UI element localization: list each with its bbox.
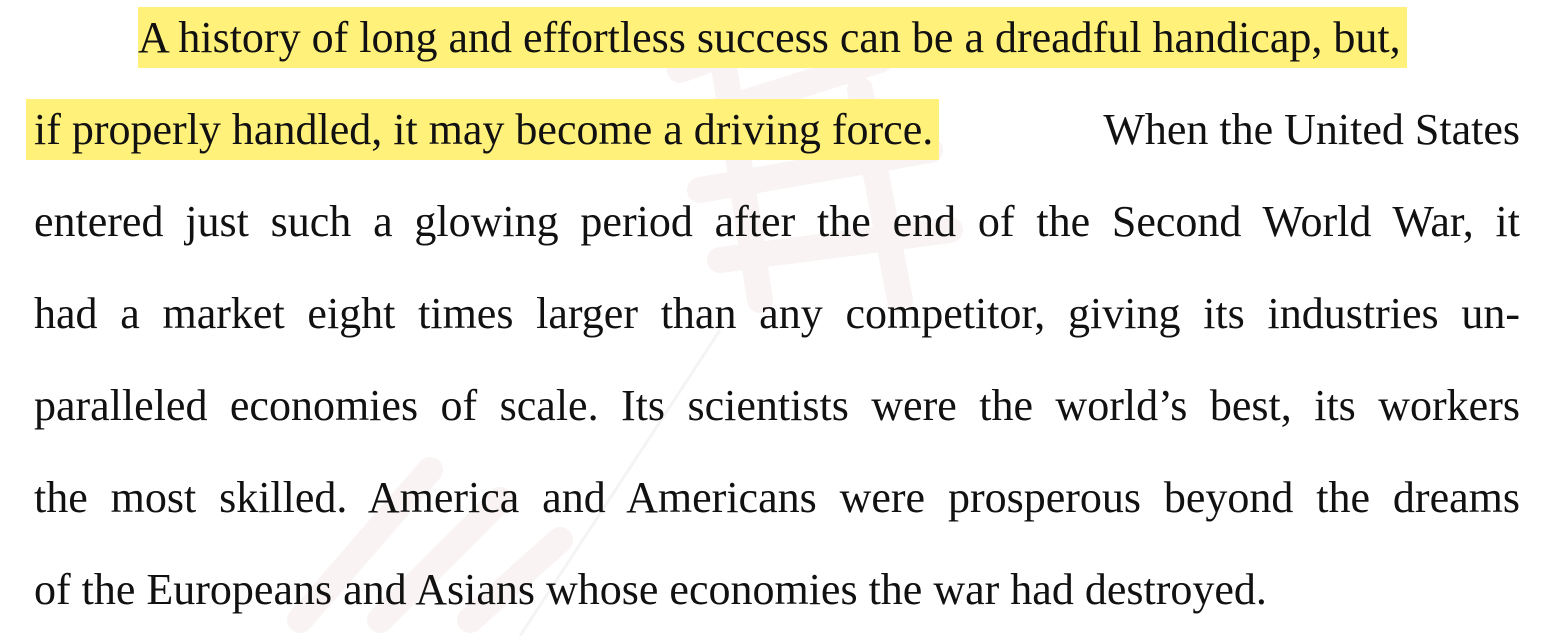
- highlighted-sentence-part-1: A history of long and effortless success…: [138, 7, 1407, 68]
- paragraph-line-6: the most skilled. America and Americans …: [34, 473, 1520, 522]
- highlighted-sentence-part-2: if properly handled, it may become a dri…: [26, 99, 940, 160]
- paragraph-line-7: of the Europeans and Asians whose econom…: [34, 565, 1267, 614]
- paragraph-line-3: entered just such a glowing period after…: [34, 197, 1520, 246]
- paragraph-line-1: A history of long and effortless success…: [138, 6, 1407, 70]
- line-2-text: When the United States: [1103, 105, 1520, 154]
- paragraph-line-5: paralleled economies of scale. Its scien…: [34, 381, 1520, 430]
- paragraph-line-2: if properly handled, it may become a dri…: [26, 98, 1520, 162]
- paragraph-line-4: had a market eight times larger than any…: [34, 289, 1520, 338]
